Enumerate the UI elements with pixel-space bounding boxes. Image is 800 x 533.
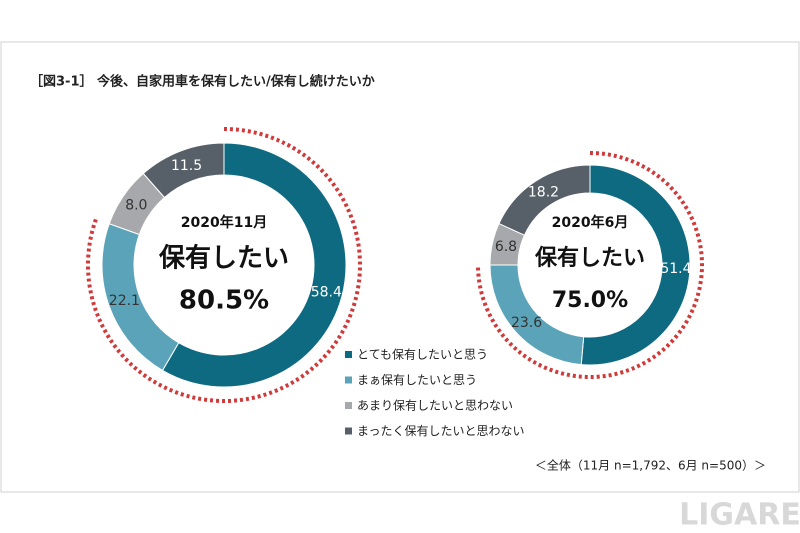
watermark: LIGARE (679, 498, 800, 533)
legend-label: あまり保有したいと思わない (357, 399, 513, 413)
donut-segment (142, 142, 225, 199)
legend-swatch (345, 402, 352, 409)
donut-segment (161, 142, 347, 388)
donut-segment (498, 164, 591, 236)
highlight-arc (476, 151, 704, 379)
center-label: 保有したい (158, 244, 289, 274)
center-value: 75.0% (552, 288, 628, 313)
data-label: 8.0 (125, 197, 147, 213)
frame (0, 41, 800, 493)
legend-label: まったく保有したいと思わない (357, 424, 525, 438)
center-label: 保有したい (534, 245, 645, 271)
data-label: 11.5 (171, 158, 202, 174)
legend-swatch (345, 376, 352, 384)
data-label: 18.2 (528, 185, 559, 201)
highlight-arc (86, 127, 362, 403)
data-label: 51.4 (660, 261, 691, 277)
data-label: 22.1 (109, 293, 140, 309)
footnote: ＜全体（11月 n=1,792、6月 n=500）＞ (535, 458, 766, 473)
chart-title: ［図3-1］ 今後、自家用車を保有したい/保有し続けたいか (30, 74, 375, 90)
center-value: 80.5% (179, 286, 269, 316)
data-label: 6.8 (495, 239, 517, 255)
center-title: 2020年11月 (181, 214, 267, 231)
legend-label: まぁ保有したいと思う (357, 373, 477, 387)
legend-swatch (345, 351, 352, 358)
legend-label: とても保有したいと思う (357, 348, 488, 362)
data-label: 58.4 (311, 285, 342, 301)
data-label: 23.6 (511, 315, 542, 331)
center-title: 2020年6月 (552, 214, 629, 231)
legend-swatch (345, 427, 352, 435)
donut-segment (580, 164, 691, 366)
